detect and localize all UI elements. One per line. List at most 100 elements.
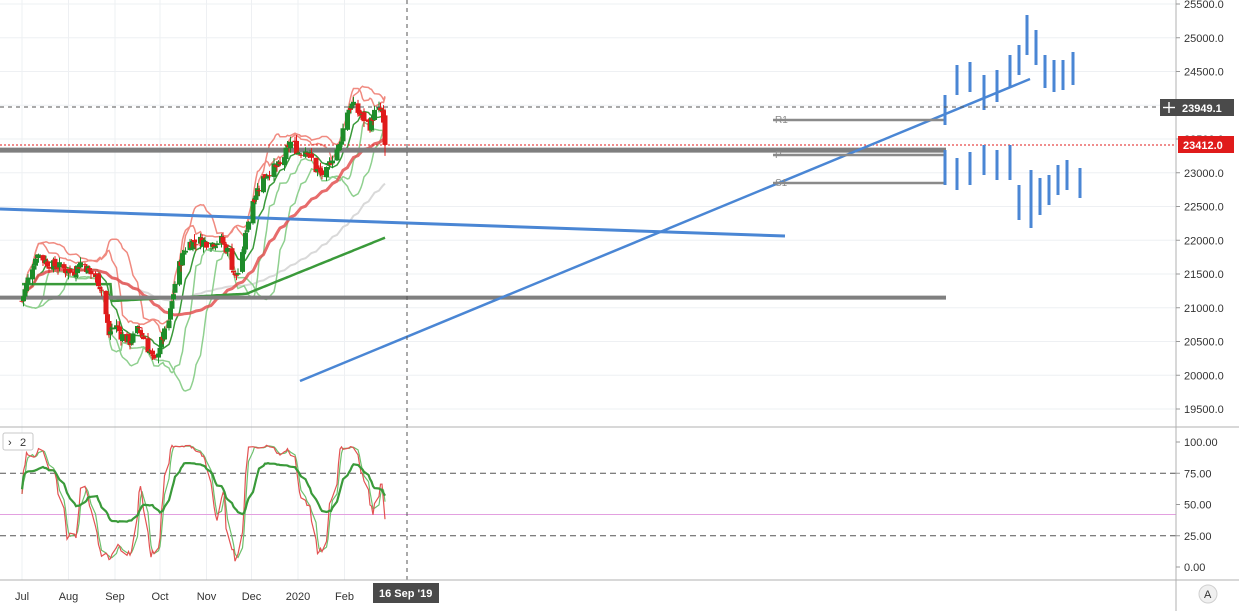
candle-body bbox=[159, 336, 164, 348]
candle-body bbox=[72, 271, 77, 276]
candle-body bbox=[297, 153, 302, 155]
bb-outer-upper bbox=[21, 85, 386, 325]
candle-body bbox=[106, 320, 112, 336]
oscillator-tick-label: 75.00 bbox=[1184, 468, 1212, 480]
price-tick-label: 19500.0 bbox=[1184, 404, 1224, 416]
chevron-right-icon[interactable]: › bbox=[8, 437, 12, 449]
projection-bars bbox=[943, 15, 1082, 228]
candle-body bbox=[55, 267, 61, 269]
candle-body bbox=[349, 103, 355, 109]
candle-body bbox=[46, 266, 52, 269]
candle-body bbox=[22, 289, 28, 297]
candle-body bbox=[193, 244, 199, 246]
time-tick-label: Nov bbox=[197, 591, 217, 603]
candle-body bbox=[151, 354, 157, 359]
candle-body bbox=[19, 300, 25, 302]
candle-body bbox=[115, 325, 121, 327]
candle-body bbox=[328, 162, 334, 165]
candle-body bbox=[40, 255, 46, 261]
candle-body bbox=[114, 325, 119, 330]
candle-body bbox=[283, 147, 289, 160]
candle-body bbox=[168, 308, 173, 320]
candle-body bbox=[57, 262, 62, 268]
pivot-label: P bbox=[775, 150, 782, 161]
candle-body bbox=[339, 141, 344, 145]
auto-scale-button[interactable]: A bbox=[1198, 584, 1218, 604]
time-tick-label: Dec bbox=[242, 591, 262, 603]
candle-body bbox=[334, 149, 340, 161]
candle-body bbox=[78, 262, 83, 268]
candle-body bbox=[346, 109, 352, 114]
indicator-legend[interactable]: › 2 bbox=[2, 432, 34, 451]
candle-body bbox=[318, 168, 323, 172]
candle-body bbox=[33, 258, 38, 266]
pivot-label: R1 bbox=[775, 115, 788, 126]
price-tick-label: 20500.0 bbox=[1184, 337, 1224, 349]
candle-body bbox=[67, 269, 73, 273]
candle-body bbox=[21, 296, 26, 302]
candle-body bbox=[369, 117, 374, 131]
trend-lines bbox=[0, 77, 1031, 383]
price-tick-label: 21500.0 bbox=[1184, 269, 1224, 281]
candle-body bbox=[382, 115, 388, 145]
price-tick-label: 20000.0 bbox=[1184, 370, 1224, 382]
time-tick-label: Sep bbox=[105, 591, 125, 603]
candle-body bbox=[109, 327, 115, 330]
time-axis[interactable]: Jul Aug Sep Oct Nov Dec 2020 Feb bbox=[15, 591, 354, 603]
oscillator-tick-label: 100.00 bbox=[1184, 437, 1218, 449]
candle-body bbox=[372, 109, 377, 120]
candle-body bbox=[190, 240, 196, 250]
candle-body bbox=[208, 248, 214, 250]
candle-body bbox=[288, 141, 293, 149]
candle-body bbox=[220, 237, 226, 244]
candle-body bbox=[336, 144, 341, 151]
svg-text:A: A bbox=[1204, 589, 1212, 601]
oscillator-lines bbox=[20, 444, 386, 562]
candle-body bbox=[52, 258, 58, 267]
candle-body bbox=[211, 244, 217, 248]
price-tick-label: 24500.0 bbox=[1184, 67, 1224, 79]
candle-body bbox=[231, 270, 236, 273]
candle-body bbox=[141, 336, 146, 340]
candle-body bbox=[315, 169, 320, 172]
candle-body bbox=[162, 328, 167, 340]
candle-body bbox=[99, 289, 104, 291]
candle-body bbox=[202, 240, 208, 242]
candle-body bbox=[31, 265, 37, 270]
horizontal-levels bbox=[0, 144, 1176, 300]
candle-body bbox=[172, 283, 178, 293]
candle-body bbox=[304, 152, 310, 154]
candle-body bbox=[366, 119, 371, 122]
candle-body bbox=[76, 267, 82, 269]
price-tick-label: 22000.0 bbox=[1184, 235, 1224, 247]
oscillator-rsi-line bbox=[20, 462, 386, 524]
candle-body bbox=[246, 221, 251, 230]
candle-body bbox=[253, 195, 259, 200]
candlestick-series bbox=[19, 96, 388, 364]
candle-body bbox=[166, 320, 172, 329]
candle-body bbox=[241, 249, 247, 253]
candle-body bbox=[345, 112, 350, 130]
price-tick-label: 22500.0 bbox=[1184, 202, 1224, 214]
oscillator-k-line bbox=[21, 444, 386, 562]
candle-body bbox=[355, 103, 361, 113]
crosshair-plus-icon[interactable] bbox=[1160, 99, 1178, 116]
candle-body bbox=[340, 128, 346, 142]
candle-body bbox=[127, 334, 133, 345]
candle-body bbox=[117, 326, 122, 332]
candle-body bbox=[325, 163, 331, 166]
svg-text:16 Sep '19: 16 Sep '19 bbox=[379, 588, 432, 600]
candle-body bbox=[103, 291, 109, 315]
oscillator-axis[interactable]: 100.00 75.00 50.00 25.00 0.00 bbox=[1176, 437, 1218, 574]
candle-body bbox=[130, 333, 136, 343]
time-tick-label: Feb bbox=[335, 591, 354, 603]
candle-body bbox=[243, 232, 248, 250]
last-price-tag: 23412.0 bbox=[1178, 136, 1234, 153]
candle-body bbox=[136, 327, 142, 329]
candle-body bbox=[171, 294, 176, 300]
ma-red-line bbox=[20, 137, 386, 317]
candle-body bbox=[105, 314, 110, 323]
candle-body bbox=[96, 273, 101, 287]
price-axis[interactable]: 25500.025000.024500.024000.023500.023000… bbox=[1176, 0, 1224, 416]
